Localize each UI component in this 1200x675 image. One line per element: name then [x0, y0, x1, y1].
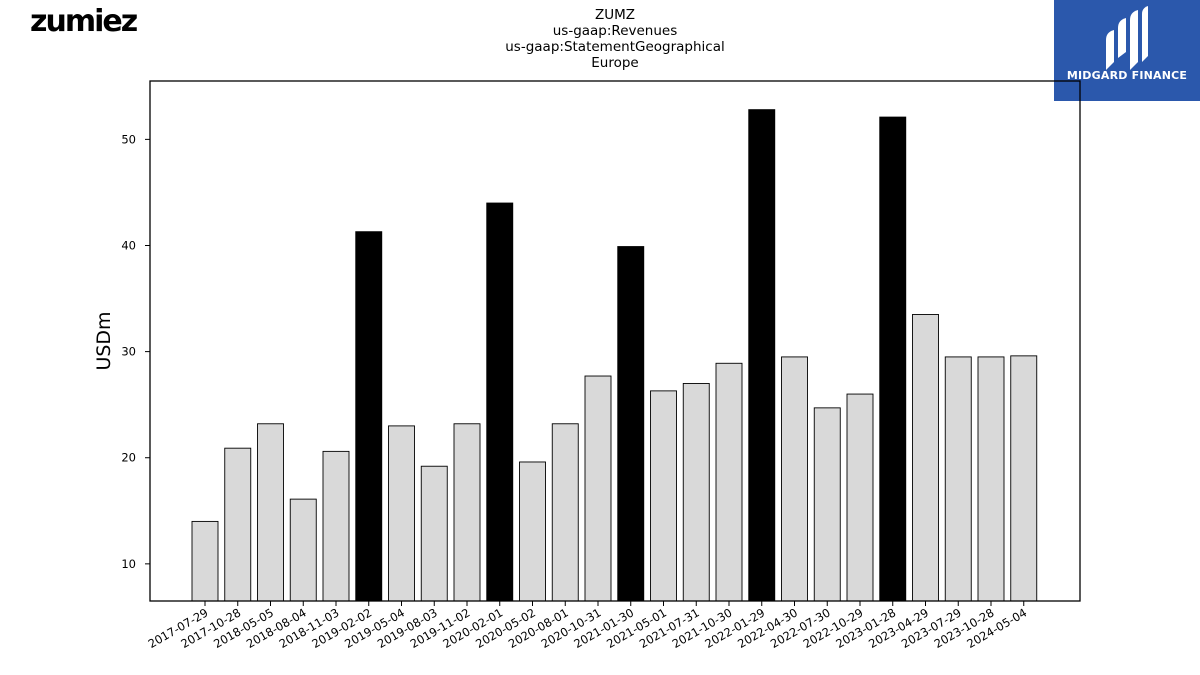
brand-name: MIDGARD FINANCE: [1066, 69, 1188, 82]
bar-2022-01-29: [748, 109, 776, 602]
bar-2020-05-02: [519, 461, 546, 602]
bar-2023-07-29: [944, 356, 972, 602]
bar-2023-04-29: [912, 314, 939, 602]
y-tick-label: 30: [121, 345, 136, 359]
x-axis: 2017-07-292017-10-282018-05-052018-08-04…: [146, 601, 1029, 651]
bar-2018-08-04: [289, 498, 317, 602]
y-axis: 10 20 30 40 50: [121, 132, 150, 571]
brand-logo-icon: [1106, 6, 1148, 70]
title-line-ticker: ZUMZ: [594, 7, 636, 23]
title-line-axis: us-gaap:StatementGeographical: [505, 39, 725, 55]
chart-title: ZUMZ us-gaap:Revenues us-gaap:StatementG…: [415, 7, 815, 71]
bar-2022-07-30: [813, 407, 841, 602]
bar-2021-05-01: [650, 390, 677, 602]
bar-2017-07-29: [191, 520, 219, 602]
bar-2024-05-04: [1010, 355, 1038, 602]
bar-2019-11-02: [453, 423, 481, 602]
bar-2020-02-01: [486, 202, 514, 602]
brand-badge: MIDGARD FINANCE: [1054, 0, 1200, 101]
y-tick-label: 20: [121, 451, 136, 465]
bar-2019-05-04: [388, 425, 415, 602]
bar-2021-10-30: [715, 362, 743, 602]
y-tick-label: 40: [121, 238, 136, 252]
bar-2023-10-28: [977, 356, 1005, 602]
title-line-concept: us-gaap:Revenues: [552, 23, 678, 39]
bars-group: [191, 109, 1038, 602]
bar-2022-10-29: [846, 393, 874, 602]
bar-2022-04-30: [781, 356, 808, 602]
bar-2019-02-02: [355, 231, 383, 602]
y-axis-label: USDm: [93, 311, 115, 370]
bar-2021-07-31: [682, 382, 710, 602]
plot-frame: [149, 80, 1081, 602]
bar-2021-01-30: [617, 246, 645, 602]
y-tick-label: 10: [121, 557, 136, 571]
bar-2020-08-01: [551, 423, 579, 602]
bar-2019-08-03: [420, 465, 448, 602]
bar-2018-11-03: [322, 450, 350, 602]
y-tick-label: 50: [121, 132, 136, 146]
bar-2020-10-31: [584, 375, 612, 602]
bar-2017-10-28: [224, 447, 252, 602]
title-line-member: Europe: [591, 55, 639, 71]
bar-2023-01-28: [879, 116, 907, 602]
bar-2018-05-05: [257, 423, 284, 602]
company-logo: zumiez: [30, 4, 138, 39]
